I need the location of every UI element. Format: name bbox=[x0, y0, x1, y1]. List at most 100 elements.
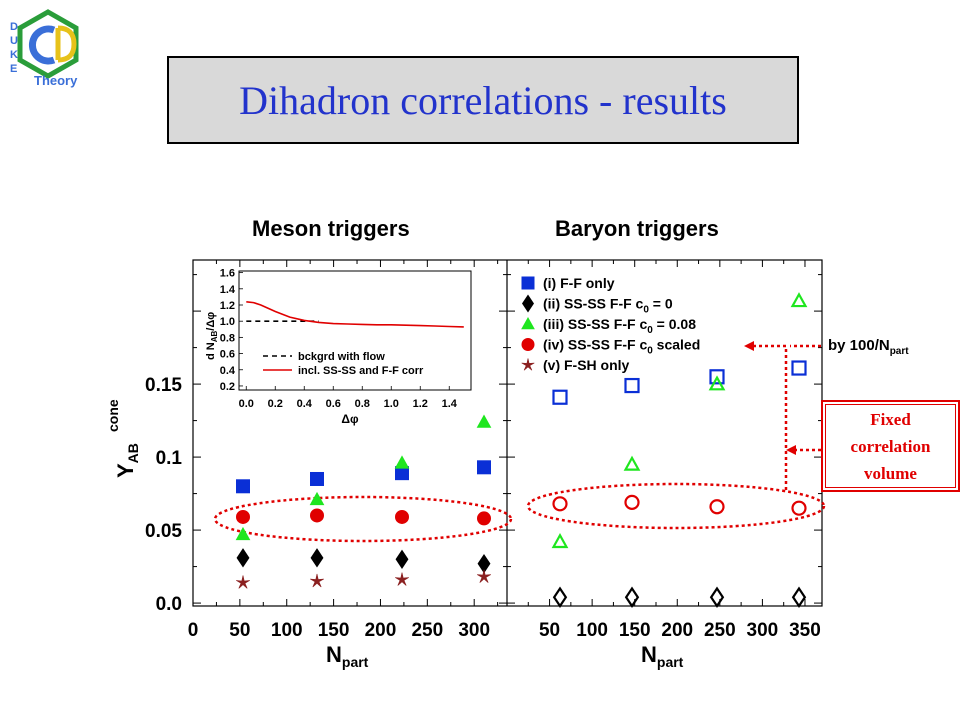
baryon-xtick-label: 250 bbox=[704, 620, 736, 641]
baryon-point bbox=[552, 586, 568, 608]
legend-label-part: (iv) SS-SS F-F c bbox=[543, 337, 647, 353]
inset-ylabel-part: d N bbox=[205, 342, 217, 360]
meson-point bbox=[236, 479, 250, 494]
meson-xlabel-part: part bbox=[342, 654, 369, 670]
baryon-xtick-label: 300 bbox=[747, 620, 779, 641]
meson-xtick-label: 50 bbox=[229, 620, 250, 641]
baryon-point bbox=[709, 499, 725, 515]
inset-xtick-label: 1.4 bbox=[442, 398, 458, 410]
meson-xlabel-part: N bbox=[326, 642, 342, 667]
baryon-point bbox=[552, 496, 568, 512]
inset-legend-solid-label: incl. SS-SS and F-F corr bbox=[298, 365, 424, 377]
meson-point bbox=[476, 414, 492, 428]
meson-point bbox=[236, 575, 250, 589]
baryon-point bbox=[624, 494, 640, 510]
scaled-note: by 100/Npart bbox=[828, 337, 909, 357]
inset-xtick-label: 0.8 bbox=[355, 398, 370, 410]
inset-xtick-label: 0.4 bbox=[297, 398, 313, 410]
baryon-xlabel-part: N bbox=[641, 642, 657, 667]
arrow-to-legend bbox=[750, 344, 788, 490]
fixed-line-3: volume bbox=[864, 463, 917, 483]
legend-label-part: (ii) SS-SS F-F c bbox=[543, 296, 644, 312]
ytick-label: 0.15 bbox=[145, 375, 182, 396]
legend-label: (iv) SS-SS F-F c0 scaled bbox=[543, 337, 700, 357]
meson-point bbox=[310, 573, 324, 588]
logo-text: Theory bbox=[34, 73, 78, 88]
baryon-point bbox=[790, 292, 808, 308]
baryon-point bbox=[709, 586, 725, 608]
inset-ytick-label: 1.0 bbox=[220, 316, 235, 328]
fixed-correlation-box: Fixed correlation volume bbox=[821, 400, 960, 492]
legend-marker bbox=[521, 316, 535, 330]
ylabel-sup: cone bbox=[105, 399, 121, 432]
baryon-point bbox=[708, 375, 726, 391]
meson-point bbox=[477, 569, 491, 583]
baryon-point bbox=[791, 586, 807, 608]
meson-point bbox=[477, 511, 491, 526]
scaled-note-prefix: by 100/N bbox=[828, 337, 890, 354]
inset-ylabel-part: AB bbox=[210, 330, 219, 342]
meson-xtick-label: 250 bbox=[411, 620, 443, 641]
legend-marker bbox=[521, 294, 535, 313]
legend-label-part: (i) F-F only bbox=[543, 275, 615, 291]
baryon-panel-title: Baryon triggers bbox=[555, 216, 719, 241]
meson-xtick-label: 100 bbox=[271, 620, 303, 641]
inset-xtick-label: 0.2 bbox=[268, 398, 283, 410]
legend-label: (iii) SS-SS F-F c0 = 0.08 bbox=[543, 316, 696, 336]
legend-label-part: = 0 bbox=[649, 296, 673, 312]
ytick-label: 0.0 bbox=[156, 594, 182, 615]
meson-point bbox=[394, 455, 410, 469]
baryon-point bbox=[551, 532, 569, 549]
duke-theory-logo: D U K E Theory bbox=[10, 9, 79, 88]
inset-legend-dashed-label: bckgrd with flow bbox=[298, 351, 385, 363]
inset-ytick-label: 0.6 bbox=[220, 349, 235, 361]
legend-label-part: 0 bbox=[643, 305, 649, 316]
baryon-point bbox=[624, 377, 640, 394]
meson-point bbox=[309, 491, 325, 506]
inset-ytick-label: 1.6 bbox=[220, 268, 235, 280]
baryon-ellipse bbox=[526, 482, 826, 530]
meson-xlabel: Npart bbox=[326, 642, 369, 670]
baryon-point bbox=[791, 500, 807, 516]
legend-label: (v) F-SH only bbox=[543, 357, 630, 373]
inset-xtick-label: 0.0 bbox=[239, 398, 254, 410]
inset-ylabel-part: /Δφ bbox=[205, 312, 217, 331]
meson-xtick-label: 150 bbox=[318, 620, 350, 641]
meson-point bbox=[395, 572, 409, 586]
meson-point bbox=[236, 509, 250, 524]
legend-marker bbox=[521, 338, 535, 351]
meson-point bbox=[310, 471, 324, 486]
inset-ytick-label: 0.4 bbox=[220, 365, 236, 377]
legend-label-part: scaled bbox=[653, 337, 700, 353]
fixed-line-1: Fixed bbox=[870, 409, 911, 429]
legend-label-part: (v) F-SH only bbox=[543, 357, 630, 373]
legend-label-part: 0 bbox=[647, 346, 653, 357]
ylabel-part: AB bbox=[125, 443, 141, 463]
ytick-label: 0.1 bbox=[156, 448, 183, 469]
logo-letter-e: E bbox=[10, 63, 17, 75]
baryon-point bbox=[791, 360, 807, 376]
inset-xtick-label: 0.6 bbox=[326, 398, 341, 410]
meson-point bbox=[236, 548, 250, 568]
meson-point bbox=[310, 508, 324, 523]
meson-ellipse bbox=[213, 495, 513, 543]
logo-letter-u: U bbox=[10, 35, 18, 47]
fixed-line-2: correlation bbox=[850, 436, 931, 456]
ytick-label: 0.05 bbox=[145, 521, 182, 542]
legend-label-part: 0 bbox=[647, 325, 653, 336]
baryon-xlabel-part: part bbox=[657, 654, 684, 670]
scaled-note-sub: part bbox=[889, 346, 909, 357]
title-box: Dihadron correlations - results bbox=[167, 56, 799, 144]
baryon-point bbox=[552, 389, 568, 405]
slide-title: Dihadron correlations - results bbox=[239, 77, 727, 123]
baryon-point bbox=[623, 455, 641, 471]
meson-xtick-label: 200 bbox=[365, 620, 397, 641]
baryon-point bbox=[624, 586, 640, 608]
meson-panel-title: Meson triggers bbox=[252, 216, 410, 241]
inset-ytick-label: 1.2 bbox=[220, 300, 235, 312]
meson-point bbox=[477, 460, 491, 475]
legend-label-part: = 0.08 bbox=[653, 316, 696, 332]
inset-ytick-label: 0.2 bbox=[220, 381, 235, 393]
baryon-xlabel: Npart bbox=[641, 642, 684, 670]
